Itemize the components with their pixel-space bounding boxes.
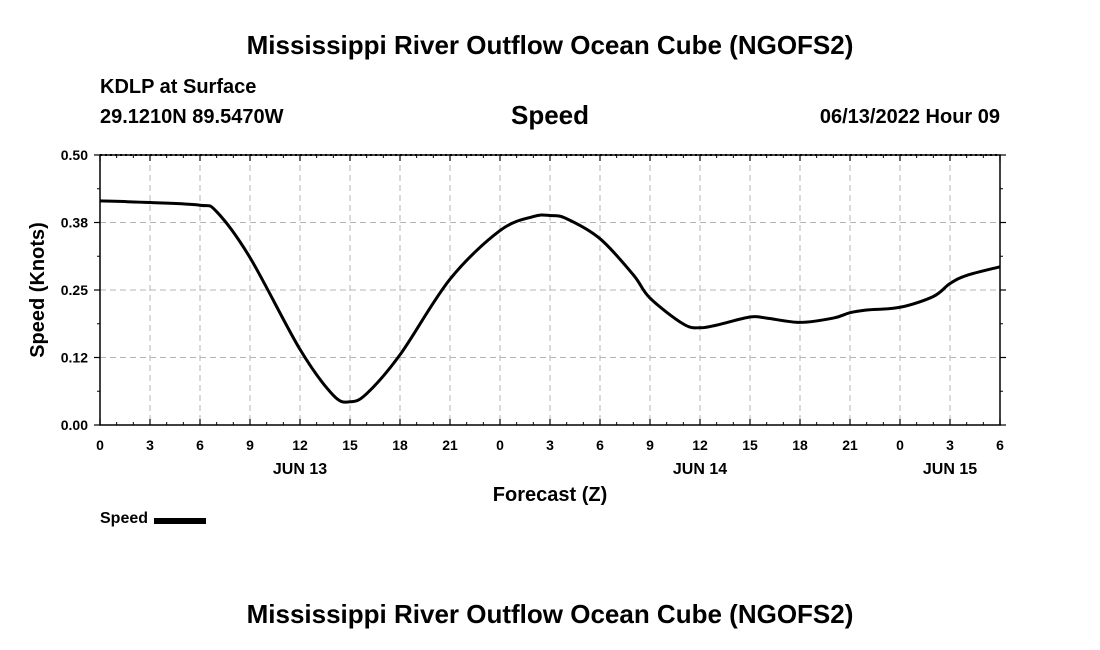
station-label: KDLP at Surface bbox=[100, 76, 257, 98]
grid-lines bbox=[100, 154, 1000, 425]
main-title: Mississippi River Outflow Ocean Cube (NG… bbox=[246, 30, 854, 60]
x-tick-label: 3 bbox=[146, 437, 154, 453]
x-tick-label: 18 bbox=[392, 437, 408, 453]
series-layer bbox=[99, 199, 1001, 404]
y-axis-label: Speed (Knots) bbox=[27, 222, 49, 358]
x-tick-label: 6 bbox=[996, 437, 1004, 453]
footer-title: Mississippi River Outflow Ocean Cube (NG… bbox=[246, 599, 854, 629]
legend: Speed bbox=[100, 510, 207, 528]
day-label: JUN 15 bbox=[923, 461, 977, 478]
x-tick-label: 3 bbox=[946, 437, 954, 453]
x-tick-label: 18 bbox=[792, 437, 808, 453]
legend-swatch bbox=[154, 518, 207, 524]
chart-title: Speed bbox=[510, 100, 590, 130]
x-tick-label: 0 bbox=[496, 437, 504, 453]
forecast-datetime: 06/13/2022 Hour 09 bbox=[819, 106, 1000, 128]
station-coordinates: 29.1210N 89.5470W bbox=[100, 106, 284, 128]
y-tick-label: 0.25 bbox=[61, 282, 88, 298]
x-axis-label: Forecast (Z) bbox=[493, 484, 607, 506]
x-tick-label: 9 bbox=[646, 437, 654, 453]
x-tick-label: 6 bbox=[596, 437, 604, 453]
plot-frame bbox=[99, 154, 1001, 426]
x-tick-label: 12 bbox=[292, 437, 308, 453]
legend-label: Speed bbox=[100, 510, 149, 527]
x-tick-label: 21 bbox=[842, 437, 858, 453]
x-tick-label: 12 bbox=[692, 437, 708, 453]
x-tick-label: 0 bbox=[96, 437, 104, 453]
x-tick-label: 0 bbox=[896, 437, 904, 453]
series-line-speed bbox=[99, 199, 1001, 404]
day-label: JUN 14 bbox=[673, 461, 727, 478]
day-label: JUN 13 bbox=[273, 461, 327, 478]
y-tick-label: 0.38 bbox=[61, 215, 88, 231]
y-tick-label: 0.50 bbox=[61, 147, 88, 163]
x-tick-label: 9 bbox=[246, 437, 254, 453]
x-tick-label: 6 bbox=[196, 437, 204, 453]
x-tick-label: 15 bbox=[342, 437, 358, 453]
x-tick-label: 21 bbox=[442, 437, 458, 453]
tick-labels: 0 3 6 9 12 15 18 21 0 3 6 9 12 15 18 21 0 3 6 0.00 0.12 0.25 0… bbox=[61, 147, 1004, 478]
y-tick-label: 0.12 bbox=[61, 350, 88, 366]
x-tick-label: 3 bbox=[546, 437, 554, 453]
y-tick-label: 0.00 bbox=[61, 417, 88, 433]
x-tick-label: 15 bbox=[742, 437, 758, 453]
